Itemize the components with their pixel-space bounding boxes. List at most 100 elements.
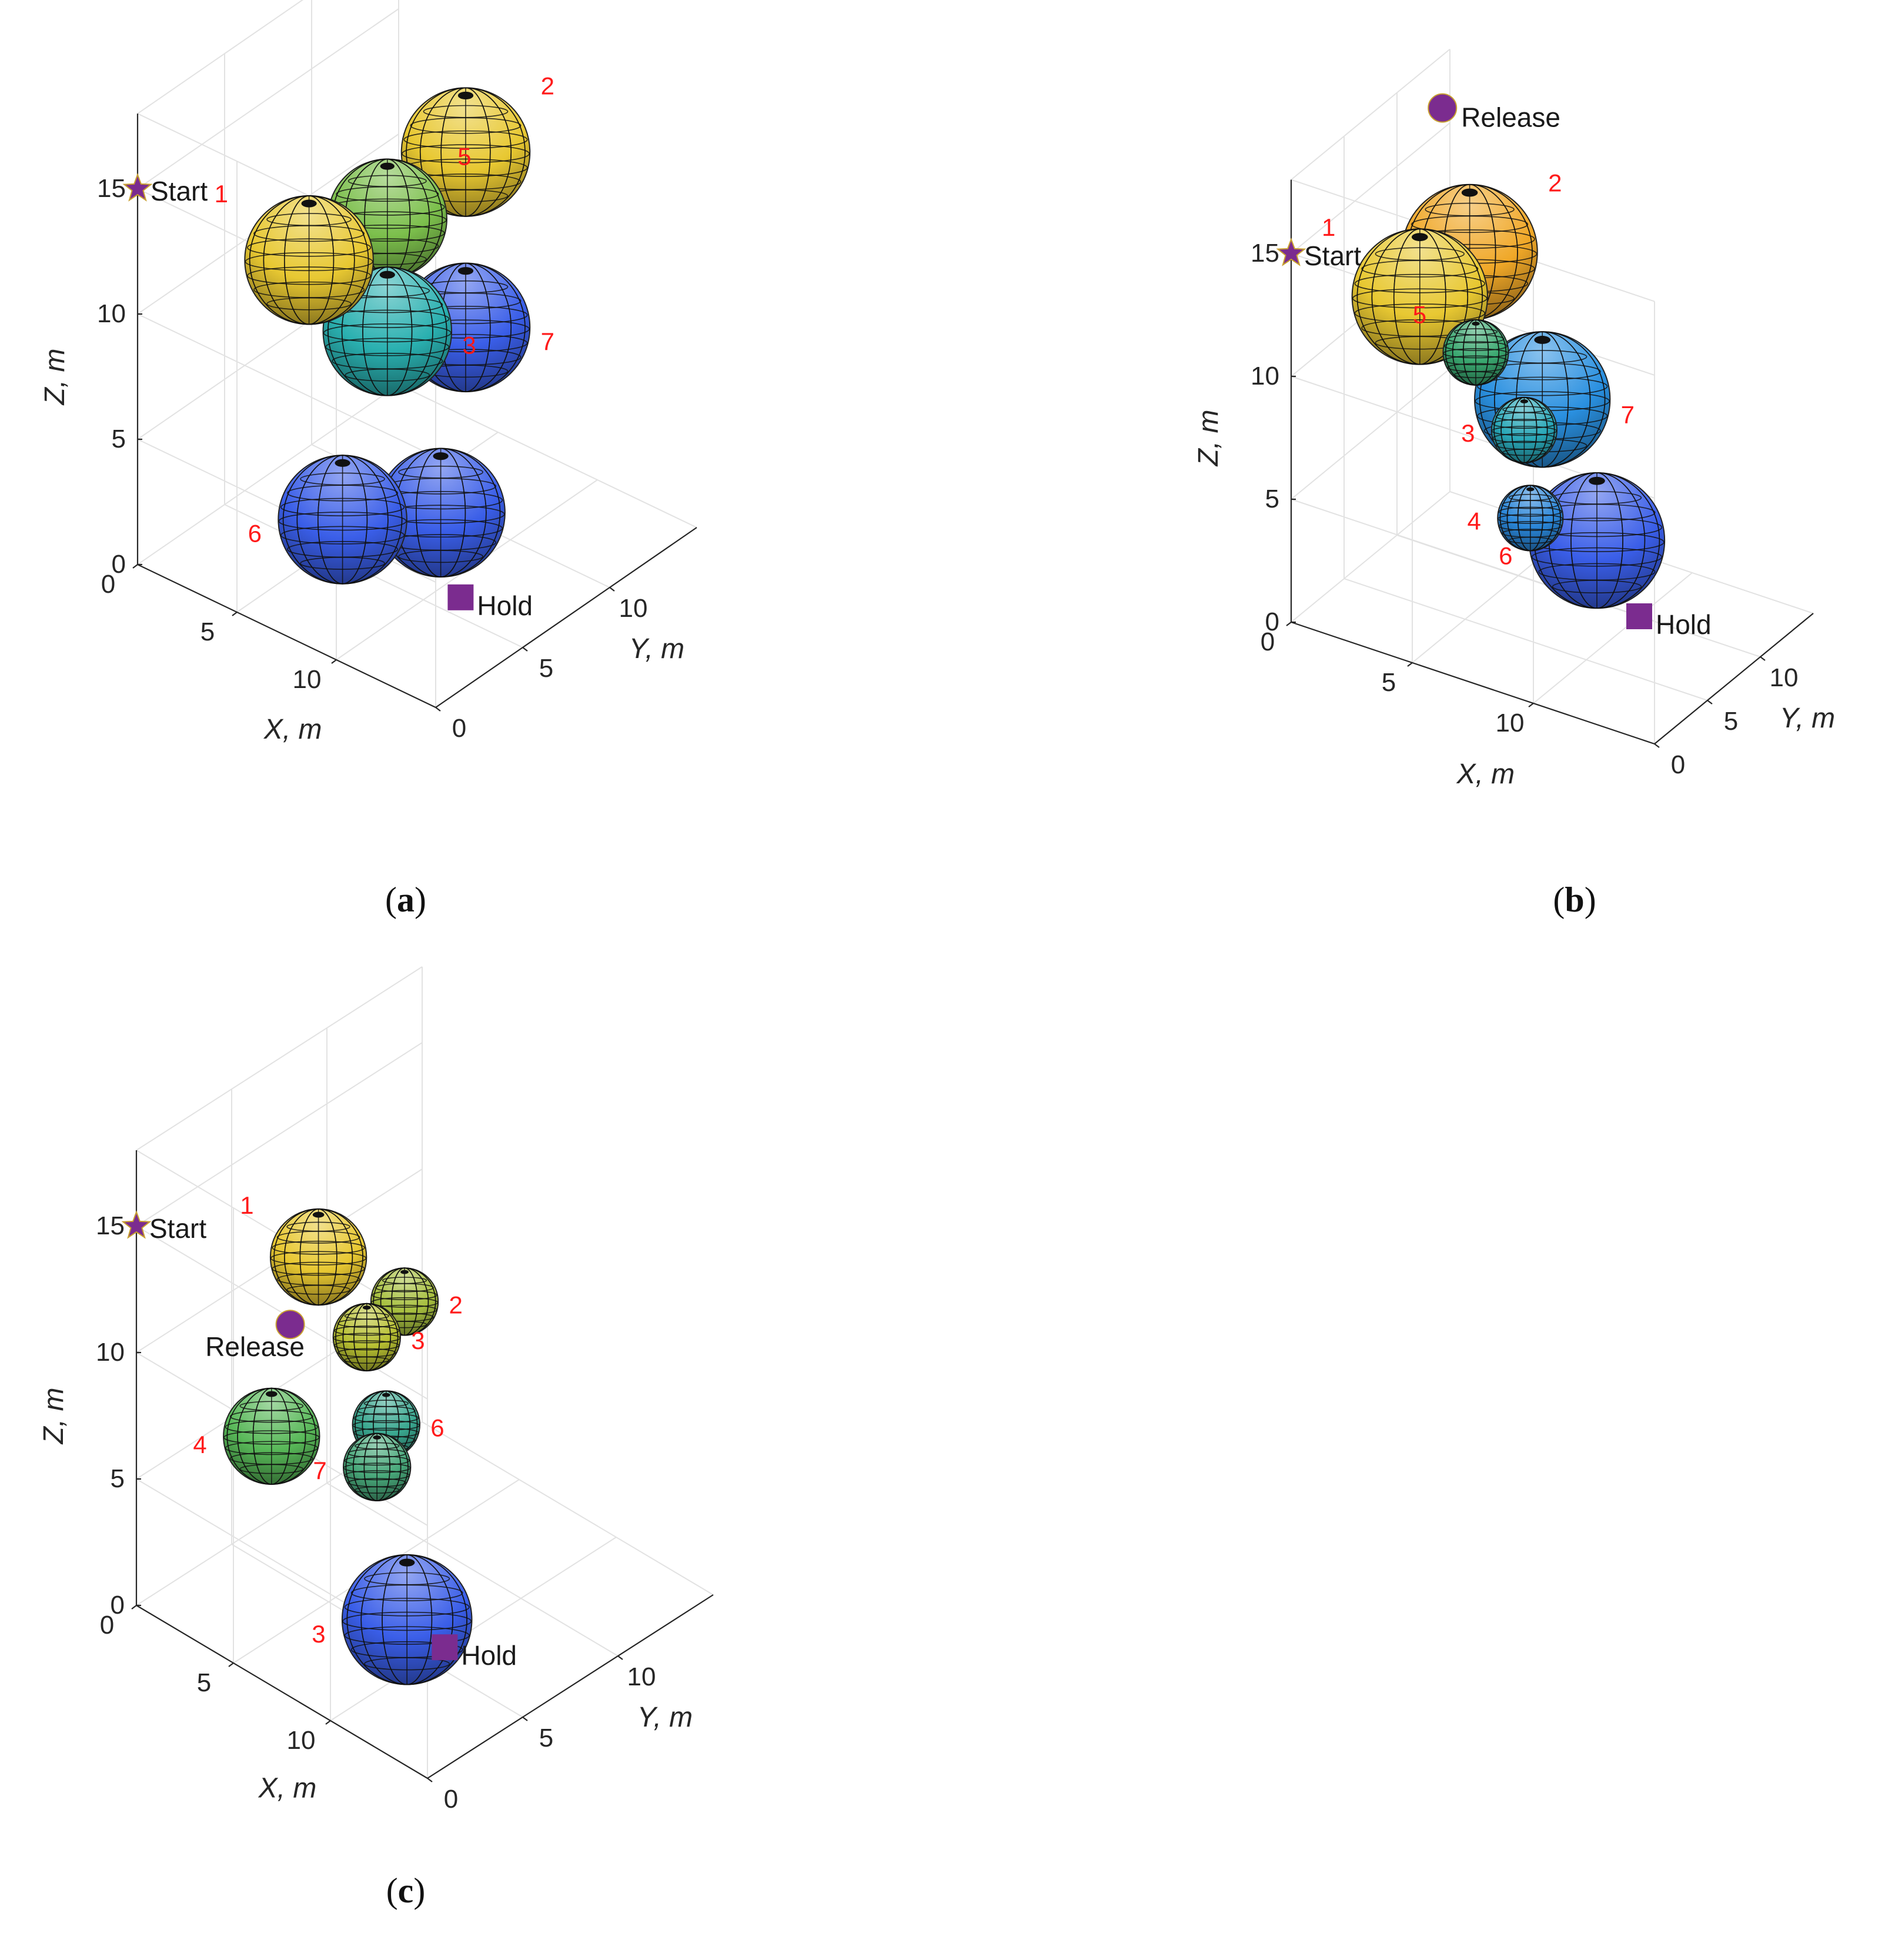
sphere-number-label: 1 [1322, 213, 1335, 241]
sphere-latitude [370, 1297, 439, 1308]
sphere-latitude [354, 1486, 400, 1494]
sphere: 3 [1461, 396, 1558, 463]
sphere: 4 [1468, 485, 1564, 552]
sphere-number-label: 3 [411, 1327, 425, 1354]
sphere-number-label: 7 [1621, 401, 1635, 429]
x-tick-mark [1286, 622, 1292, 626]
start-star-icon [122, 173, 153, 202]
sphere-meridian [282, 455, 403, 585]
sphere-latitude [272, 1240, 365, 1255]
y-tick-mark [617, 1655, 623, 1660]
sphere-meridian [1499, 485, 1561, 552]
z-tick-label: 10 [97, 299, 126, 328]
sphere-latitude [1491, 426, 1558, 436]
spheres: 2 7 1 5 3 64 [1322, 169, 1666, 609]
x-tick-label: 0 [100, 1611, 114, 1640]
sphere: 5 [1413, 300, 1509, 386]
y-tick-mark [1760, 656, 1766, 661]
sphere-latitude [344, 1470, 410, 1481]
y-tick-label: 10 [627, 1662, 656, 1691]
y-tick-mark [435, 707, 441, 712]
gridline [1291, 48, 1450, 181]
z-tick-label: 5 [112, 425, 126, 453]
sphere-meridian [406, 87, 526, 217]
panel-caption: (b) [1553, 880, 1596, 919]
gridline [137, 0, 304, 115]
y-axis-line [427, 1594, 714, 1779]
sphere-meridian [346, 1554, 467, 1685]
sphere-latitude [270, 1251, 367, 1266]
start-star-icon [121, 1210, 152, 1239]
sphere-pole [1589, 476, 1605, 485]
sphere-pole [335, 459, 350, 467]
sphere-latitude [342, 1611, 472, 1631]
gridline [1533, 572, 1693, 704]
x-tick-mark [131, 1605, 137, 1610]
sphere-pole [380, 162, 395, 170]
x-axis-line [136, 1605, 428, 1779]
sphere-number-label: 3 [462, 332, 476, 359]
caption-close: ) [415, 880, 426, 919]
sphere-latitude [325, 338, 450, 356]
sphere-latitude [1508, 536, 1553, 544]
gridline [1291, 122, 1450, 254]
sphere-latitude [286, 1284, 350, 1295]
sphere-pole [1411, 233, 1428, 242]
y-tick-mark [522, 1717, 528, 1721]
x-tick-mark [228, 1662, 234, 1667]
sphere-latitude [247, 238, 372, 257]
sphere-pole [373, 1435, 382, 1440]
sphere-latitude [247, 266, 372, 285]
gridline [137, 8, 399, 189]
sphere-number-label: 6 [248, 520, 262, 547]
gridline [137, 384, 399, 565]
caption-close: ) [1585, 880, 1596, 919]
sphere-latitude [1477, 376, 1608, 396]
sphere-latitude [1411, 215, 1529, 233]
sphere-number-label: 5 [457, 143, 471, 171]
sphere: 6 [248, 455, 407, 585]
sphere-latitude [1443, 348, 1509, 359]
panel-a: 0 5 10 0 5 10 0 5 10 15 X, m Y, m Z, m 2 7 5 3 1 4 6StartRe… [39, 0, 697, 919]
spheres: 2 1 3 6 4 7 3 [193, 1191, 473, 1685]
start-label: Start [151, 176, 208, 206]
sphere-meridian [226, 1387, 317, 1485]
sphere-latitude [287, 485, 399, 502]
sphere-latitude [272, 1261, 365, 1276]
caption-letter: c [398, 1871, 414, 1910]
sphere-meridian [249, 195, 369, 325]
z-tick-label: 0 [111, 1591, 125, 1620]
sphere-latitude [344, 1626, 470, 1645]
caption-open: ( [386, 1871, 398, 1910]
release-circle-icon [1428, 93, 1458, 123]
sphere-number-label: 1 [215, 180, 228, 208]
z-axis-label: Z, m [38, 1388, 69, 1445]
sphere: 1 [240, 1191, 367, 1306]
z-tick-label: 15 [96, 1211, 125, 1240]
sphere-pole [382, 1393, 390, 1397]
gridline [398, 384, 697, 528]
caption-open: ( [1553, 880, 1565, 919]
sphere-latitude [334, 1325, 400, 1336]
sphere-latitude [229, 1410, 313, 1423]
sphere-latitude [1354, 303, 1485, 323]
z-tick-label: 0 [1265, 607, 1279, 636]
release-circle-icon [275, 1310, 305, 1340]
hold-square-icon [1626, 603, 1652, 629]
y-axis-line [435, 527, 697, 708]
z-tick-label: 5 [1265, 485, 1279, 513]
sphere-latitude [1498, 506, 1562, 517]
x-axis-label: X, m [258, 1772, 317, 1804]
sphere-number-label: 3 [1461, 419, 1475, 447]
sphere-meridian [1479, 331, 1606, 468]
sphere-number-label: 5 [1413, 300, 1426, 328]
y-tick-label: 5 [539, 1724, 553, 1752]
start-label: Start [149, 1213, 206, 1244]
x-axis-label: X, m [263, 714, 322, 745]
sphere-latitude [364, 1657, 450, 1671]
sphere: 7 [313, 1433, 412, 1501]
sphere-latitude [1492, 419, 1556, 429]
sphere-latitude [410, 117, 522, 134]
sphere-latitude [334, 1340, 400, 1351]
